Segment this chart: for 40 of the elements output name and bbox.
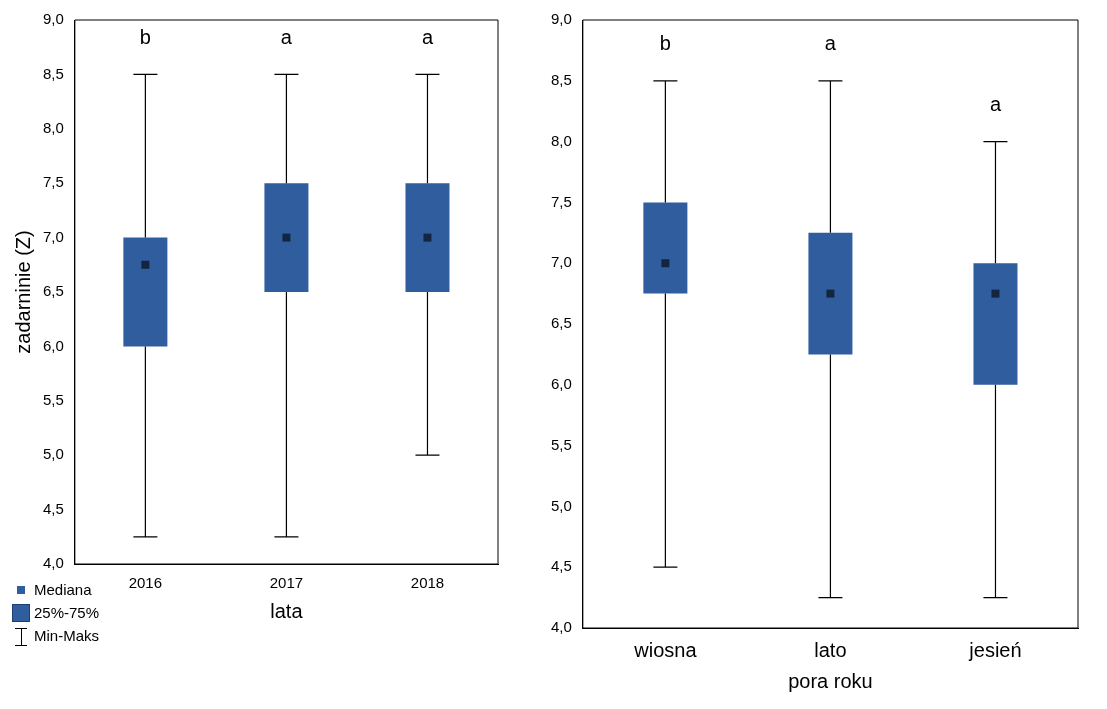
annotation: a [421,25,434,48]
y-tick-label: 6,0 [550,374,572,392]
y-tick-label: 8,0 [550,131,572,149]
y-tick-label: 6,0 [42,336,64,354]
x-axis-title: lata [270,599,304,622]
y-tick-label: 7,0 [550,253,572,271]
y-tick-label: 4,5 [42,499,64,517]
y-tick-label: 6,5 [550,314,572,332]
y-tick-label: 5,5 [42,390,64,408]
x-axis-title: pora roku [788,669,873,692]
y-tick-label: 9,0 [42,10,64,28]
x-tick-label: 2018 [410,574,445,592]
annotation: a [989,93,1002,116]
annotation: a [824,32,837,55]
y-tick-label: 8,0 [42,118,64,136]
y-tick-label: 7,0 [42,227,64,245]
x-tick-label: lato [814,638,847,661]
y-tick-label: 4,0 [550,618,572,636]
y-tick-label: 8,5 [550,70,572,88]
y-axis-title: zadarninie (Z) [11,230,34,354]
annotation: a [280,25,293,48]
y-tick-label: 5,0 [550,496,572,514]
annotation: b [659,32,671,55]
y-tick-label: 7,5 [550,192,572,210]
text: Min-Maks [34,626,100,646]
text: 25%-75% [34,603,100,623]
x-tick-label: 2017 [269,574,304,592]
x-tick-label: jesień [968,638,1022,661]
y-tick-label: 9,0 [550,10,572,28]
y-tick-label: 6,5 [42,282,64,300]
y-tick-label: 8,5 [42,64,64,82]
x-tick-label: wiosna [633,638,698,661]
text: Mediana [34,580,92,600]
y-tick-label: 7,5 [42,173,64,191]
annotation: b [139,25,151,48]
y-tick-label: 4,0 [42,554,64,572]
y-tick-label: 5,0 [42,445,64,463]
x-tick-label: 2016 [128,574,163,592]
y-tick-label: 4,5 [550,557,572,575]
y-tick-label: 5,5 [550,435,572,453]
